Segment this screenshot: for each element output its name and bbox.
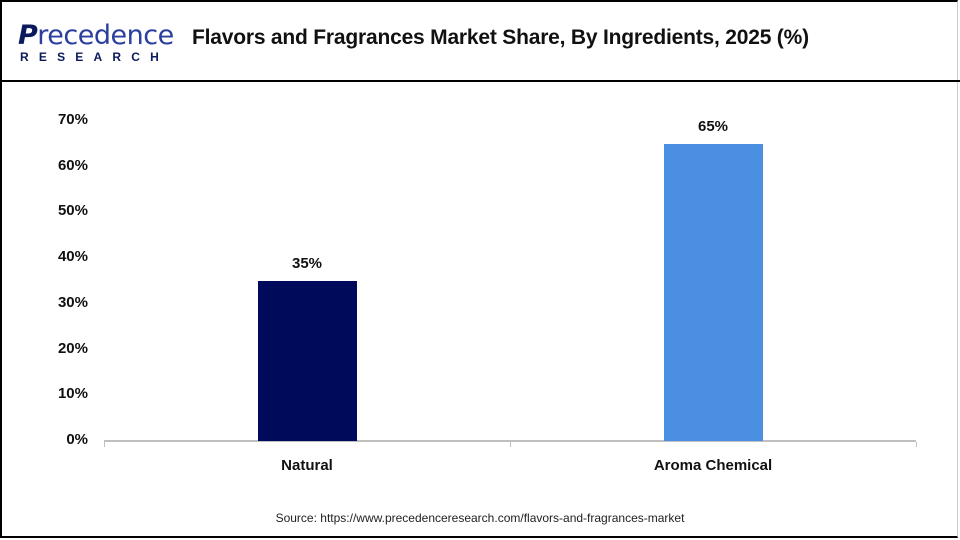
x-category-label: Natural (281, 457, 333, 474)
chart-title: Flavors and Fragrances Market Share, By … (192, 26, 809, 49)
x-category-label: Aroma Chemical (653, 457, 773, 474)
x-tick-mark (510, 442, 511, 447)
bar-value-label: 35% (291, 255, 323, 272)
logo-initial: P (18, 20, 38, 51)
x-tick-mark (916, 442, 917, 447)
logo-wordmark: recedence (37, 20, 174, 51)
bar-aroma-chemical (663, 143, 763, 441)
bar-natural (257, 281, 357, 441)
y-tick-label: 10% (57, 385, 88, 403)
source-citation: Source: https://www.precedenceresearch.c… (275, 511, 685, 525)
y-tick-label: 50% (57, 202, 88, 220)
y-tick-label: 20% (57, 339, 88, 357)
y-tick-label: 30% (57, 293, 88, 311)
precedence-research-logo: Precedence RESEARCH (18, 20, 174, 64)
y-tick-label: 70% (57, 111, 88, 128)
x-tick-mark (104, 442, 105, 447)
y-tick-label: 40% (57, 248, 88, 266)
bar-value-label: 65% (697, 117, 729, 135)
y-tick-label: 60% (57, 156, 88, 174)
header-divider (0, 80, 960, 82)
y-tick-label: 0% (66, 431, 88, 448)
logo-subtitle: RESEARCH (20, 50, 169, 64)
x-axis-line (104, 440, 916, 442)
